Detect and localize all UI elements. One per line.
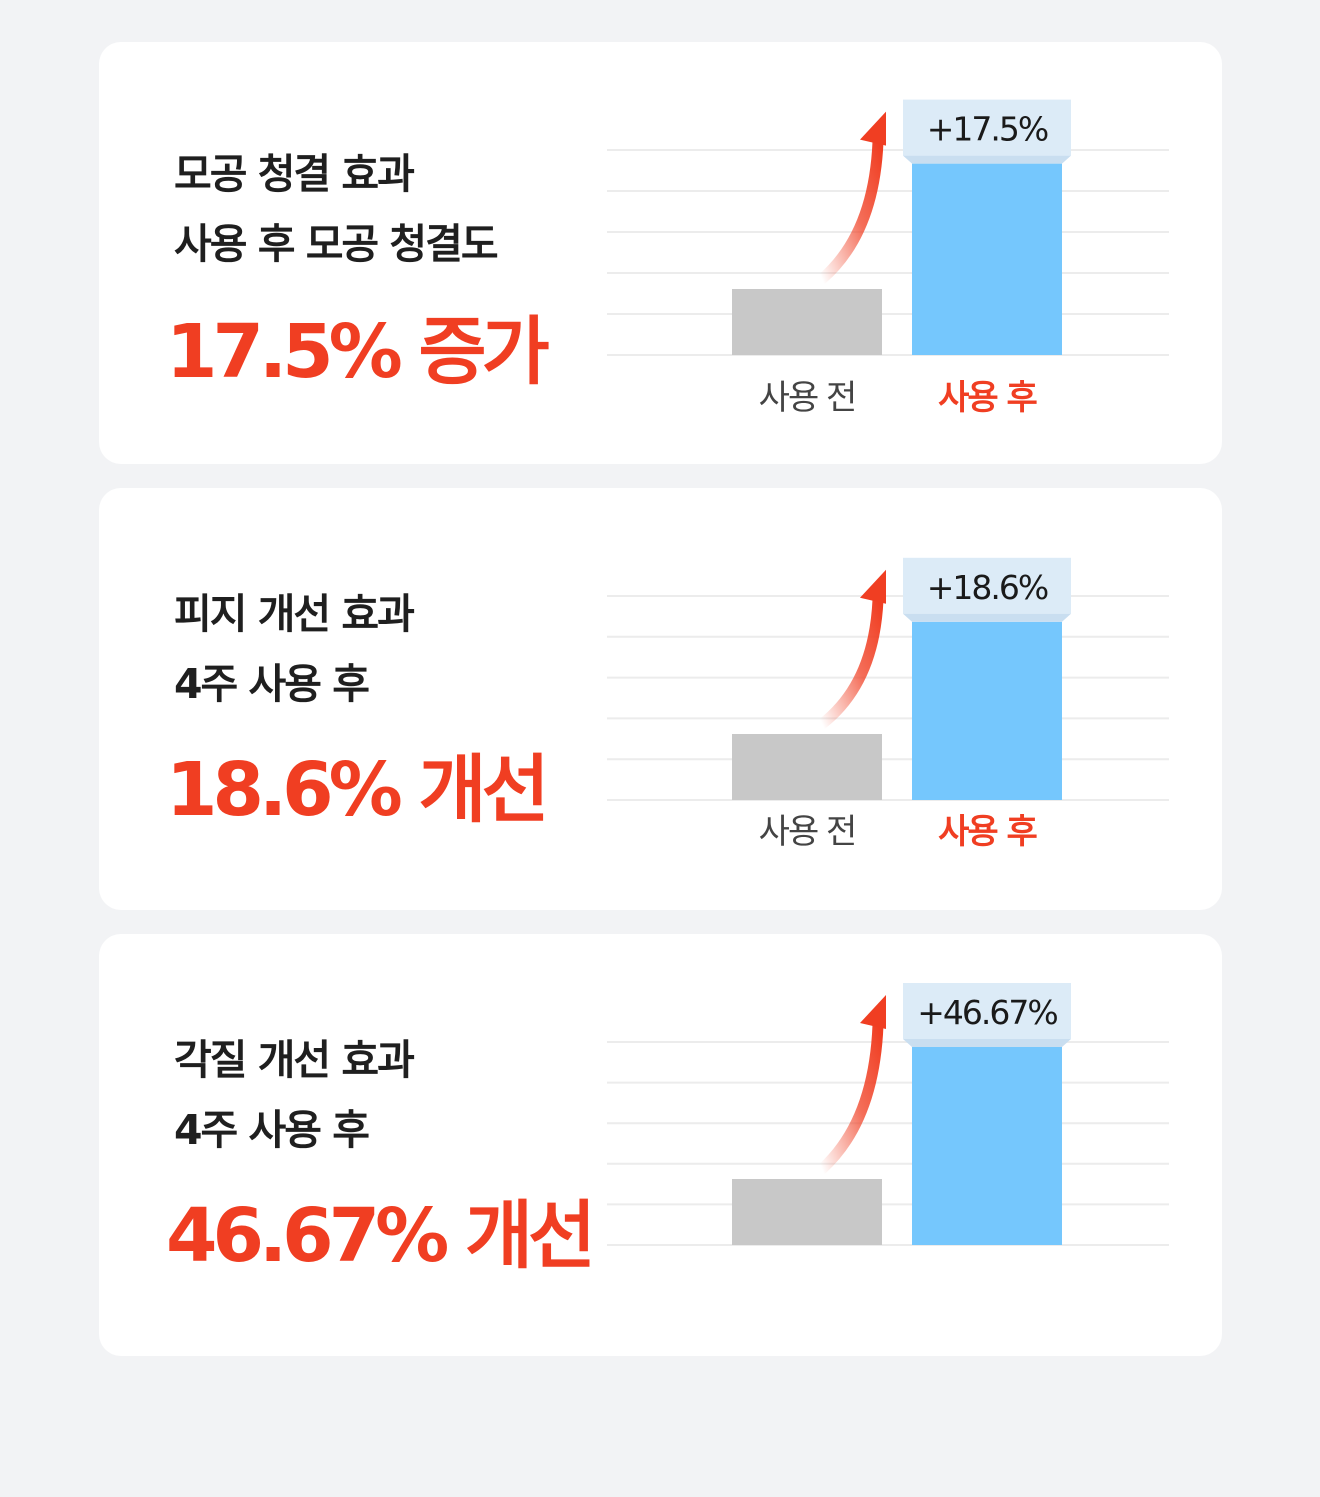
bar-chart: +18.6% 사용 전 사용 후 [599, 488, 1179, 888]
bar-before [732, 1179, 882, 1245]
chart-svg: +17.5% 사용 전 사용 후 [607, 99, 1169, 418]
result-value: 18.6% 개선 [166, 747, 550, 833]
annotation-label: +18.6% [927, 568, 1048, 607]
bar-after [912, 163, 1062, 355]
annotation-box [903, 983, 1071, 1039]
annotation-connector [903, 155, 1071, 164]
category-label-after: 사용 후 [938, 812, 1037, 852]
card-sebum-improvement: 피지 개선 효과 4주 사용 후 18.6% 개선 +18.6% 사용 전 사용 후 [99, 488, 1222, 910]
increase-arrow-shaft [816, 594, 884, 730]
card-pore-cleansing: 모공 청결 효과 사용 후 모공 청결도 17.5% 증가 +17.5% 사용 전… [99, 42, 1222, 464]
result-value: 17.5% 증가 [166, 309, 550, 395]
annotation-box [903, 99, 1071, 156]
card-title: 피지 개선 효과 [174, 590, 415, 638]
category-label-before: 사용 전 [759, 378, 856, 418]
annotation-label: +17.5% [927, 110, 1048, 149]
card-keratin-improvement: 각질 개선 효과 4주 사용 후 46.67% 개선 +46.67% [99, 934, 1222, 1356]
category-label-after: 사용 후 [938, 378, 1037, 418]
bar-after [912, 1047, 1062, 1245]
increase-arrow-icon [860, 995, 886, 1029]
card-title: 모공 청결 효과 [174, 150, 415, 198]
category-label-before: 사용 전 [759, 812, 856, 852]
annotation-connector [903, 1039, 1071, 1047]
card-subtitle: 4주 사용 후 [174, 660, 370, 708]
chart-svg: +46.67% [607, 983, 1169, 1246]
card-title: 각질 개선 효과 [174, 1036, 415, 1084]
increase-arrow-icon [860, 569, 886, 604]
bar-before [732, 289, 882, 355]
bar-chart: +17.5% 사용 전 사용 후 [599, 42, 1179, 442]
chart-svg: +18.6% 사용 전 사용 후 [607, 557, 1169, 852]
card-subtitle: 4주 사용 후 [174, 1106, 370, 1154]
annotation-box [903, 557, 1071, 614]
result-value: 46.67% 개선 [166, 1193, 596, 1279]
annotation-connector [903, 613, 1071, 622]
bar-after [912, 621, 1062, 800]
card-subtitle: 사용 후 모공 청결도 [174, 220, 499, 268]
increase-arrow-shaft [816, 136, 884, 285]
increase-arrow-shaft [816, 1019, 884, 1175]
bar-chart: +46.67% [599, 934, 1179, 1334]
annotation-label: +46.67% [917, 993, 1057, 1032]
bar-before [732, 734, 882, 800]
increase-arrow-icon [860, 111, 886, 146]
